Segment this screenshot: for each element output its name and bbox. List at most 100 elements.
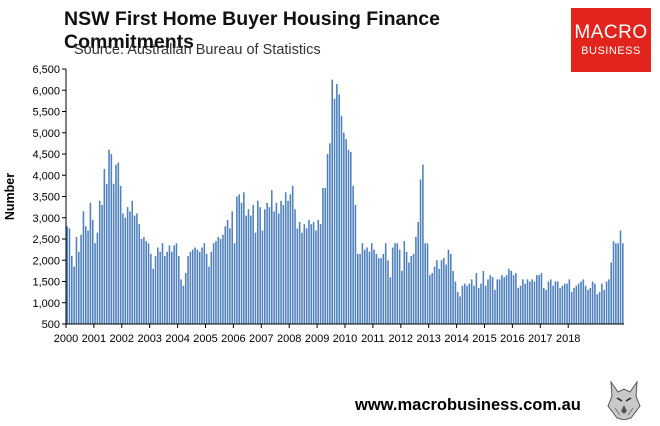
y-tick-label: 6,500	[32, 64, 60, 76]
bar	[194, 247, 196, 324]
bar	[159, 251, 161, 324]
bar	[336, 83, 338, 325]
bar	[338, 94, 340, 324]
bar	[603, 290, 606, 324]
bar	[591, 281, 594, 324]
bar	[287, 200, 289, 324]
bar	[424, 243, 426, 324]
bar	[538, 275, 540, 325]
bar	[438, 268, 440, 324]
y-tick-label: 1,500	[32, 277, 60, 289]
bar	[440, 260, 443, 324]
bar	[398, 249, 401, 325]
bar	[617, 243, 619, 324]
bar	[505, 275, 508, 325]
bar	[512, 275, 515, 325]
chart-title: NSW First Home Buyer Housing Finance Com…	[64, 8, 440, 53]
bar	[201, 247, 203, 324]
bar	[559, 287, 561, 325]
bar	[568, 279, 571, 325]
bar	[150, 253, 152, 325]
bar	[308, 219, 310, 325]
bar	[577, 283, 580, 325]
bar	[575, 285, 578, 324]
bar	[619, 230, 622, 324]
bar	[301, 232, 303, 325]
bar	[303, 224, 306, 325]
bar	[589, 287, 592, 325]
bar	[373, 249, 375, 325]
bar	[540, 273, 543, 324]
bar	[108, 149, 110, 324]
bar	[333, 98, 336, 324]
bar	[231, 211, 234, 325]
bar	[261, 230, 264, 324]
bar	[326, 154, 329, 324]
bar	[324, 188, 327, 324]
bar	[103, 168, 106, 325]
bar	[582, 279, 585, 325]
bar	[84, 226, 87, 324]
bar	[547, 281, 550, 324]
bar	[401, 270, 403, 325]
bar	[475, 273, 478, 324]
bar	[217, 236, 220, 325]
bar	[363, 249, 366, 325]
bar	[177, 256, 180, 324]
bar	[515, 273, 517, 324]
bar	[117, 162, 120, 324]
bar	[203, 243, 206, 324]
bar	[91, 219, 94, 325]
bar	[245, 215, 247, 325]
bar	[510, 270, 513, 325]
x-tick-label: 2014	[444, 333, 468, 345]
bar	[112, 183, 115, 324]
bar	[405, 251, 408, 324]
bar	[494, 290, 496, 324]
x-tick-label: 2002	[110, 333, 134, 345]
bar	[264, 209, 266, 324]
bar	[226, 219, 229, 325]
bar	[484, 285, 487, 324]
bar	[536, 275, 538, 325]
bar	[215, 241, 217, 325]
bar	[291, 185, 294, 325]
bar	[526, 279, 529, 325]
bar	[317, 219, 320, 325]
bar	[389, 277, 392, 324]
bar	[229, 228, 231, 325]
bar	[122, 213, 124, 324]
bar	[489, 275, 492, 325]
bar	[168, 245, 171, 325]
bar	[347, 149, 350, 324]
bar	[498, 279, 501, 325]
bar	[470, 279, 473, 325]
bar	[184, 273, 187, 324]
bar	[477, 287, 480, 325]
bar	[503, 277, 506, 324]
bar	[552, 285, 554, 324]
bar	[415, 236, 417, 325]
bar	[282, 205, 285, 324]
bar	[152, 268, 154, 324]
x-tick-label: 2008	[277, 333, 301, 345]
y-tick-label: 2,500	[32, 234, 60, 246]
bar	[377, 258, 380, 325]
y-tick-label: 3,500	[32, 192, 60, 204]
bar	[161, 243, 164, 324]
bar	[443, 258, 445, 325]
bar	[87, 230, 89, 324]
footer-url[interactable]: www.macrobusiness.com.au	[355, 396, 581, 414]
bar	[522, 279, 524, 325]
bar	[236, 196, 238, 324]
bar	[191, 249, 194, 325]
bar	[556, 281, 559, 324]
y-axis-label: Number	[3, 173, 17, 220]
bar	[173, 245, 175, 325]
bar	[370, 243, 373, 324]
bar	[473, 285, 475, 324]
bar	[394, 243, 396, 324]
logo-text-bottom: BUSINESS	[581, 45, 641, 57]
bar	[166, 251, 168, 324]
bar	[247, 209, 250, 324]
